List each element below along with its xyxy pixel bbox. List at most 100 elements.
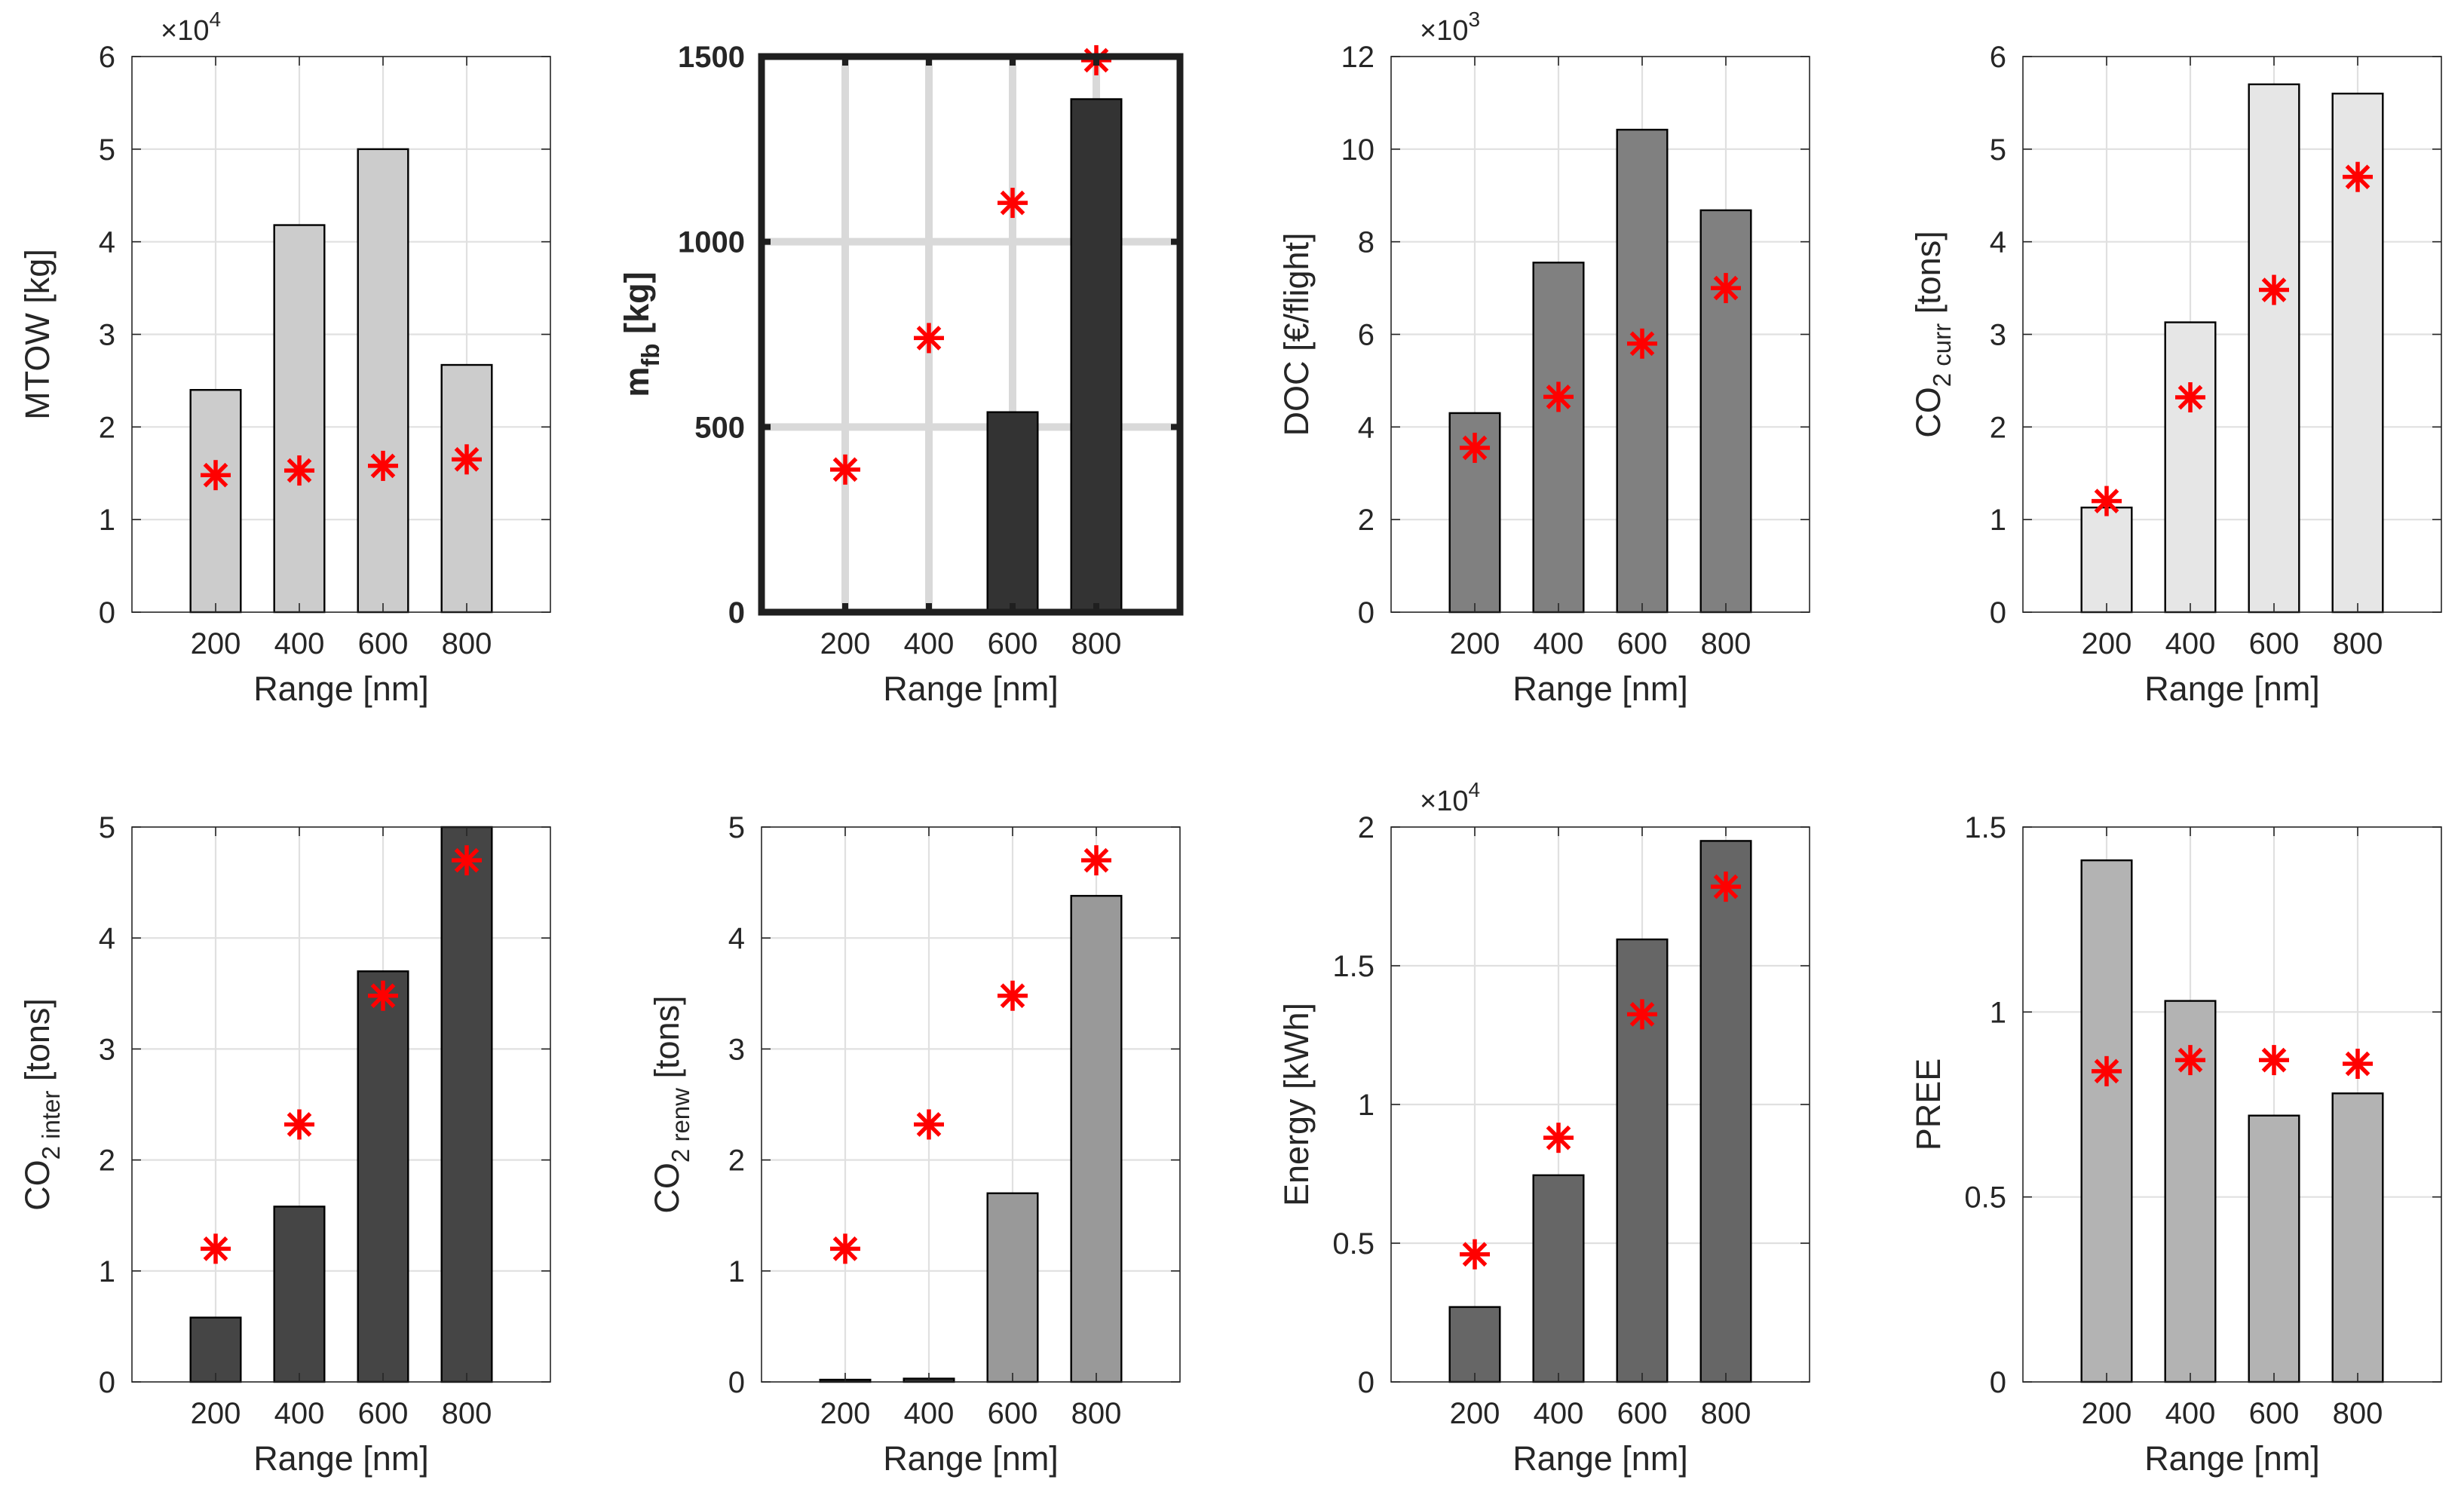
y-tick-label-2: 2 — [99, 1144, 115, 1178]
marker-800 — [1711, 273, 1741, 304]
marker-200 — [1460, 432, 1490, 463]
y-tick-label-0: 0 — [728, 1366, 745, 1399]
y-axis-label-main: CO — [1909, 387, 1948, 438]
chart-co2renw: 200 400 600 800 0 1 2 3 4 5 Range [nm] CO2 renw [to… — [648, 811, 1181, 1478]
x-tick-label-800: 800 — [1701, 1397, 1751, 1430]
x-tick-label-200: 200 — [2082, 627, 2132, 660]
chart-co2curr: 200 400 600 800 0 1 2 3 4 5 6 Range [nm] CO2 curr [t… — [1909, 41, 2442, 708]
marker-200 — [2092, 1055, 2122, 1086]
marker-400 — [914, 323, 944, 354]
marker-stroke — [916, 1112, 942, 1137]
bar-600 — [357, 148, 409, 614]
y-tick-label-3: 3 — [99, 1033, 115, 1066]
x-tick-label-600: 600 — [1617, 1397, 1668, 1430]
x-tick-label-600: 600 — [988, 627, 1038, 660]
marker-stroke — [454, 446, 480, 472]
marker-stroke — [1713, 874, 1739, 899]
y-axis-label: MTOW [kg] — [18, 249, 57, 420]
marker-800 — [2343, 1049, 2373, 1080]
marker-stroke — [2345, 1051, 2371, 1077]
y-axis-label-main: m — [618, 367, 656, 397]
y-tick-label-500: 500 — [694, 411, 745, 444]
y-tick-label-3: 3 — [99, 319, 115, 352]
y-tick-label-5: 5 — [1990, 133, 2006, 167]
exponent-power: 3 — [1468, 8, 1480, 31]
x-tick-label-800: 800 — [1071, 627, 1122, 660]
y-axis-label-main: CO — [648, 1163, 686, 1214]
marker-stroke — [916, 326, 942, 351]
bar-600 — [986, 411, 1039, 614]
x-tick-label-600: 600 — [1617, 627, 1668, 660]
x-tick-label-800: 800 — [1701, 627, 1751, 660]
x-tick-label-600: 600 — [2249, 1397, 2300, 1430]
marker-stroke — [832, 457, 858, 483]
y-tick-label-0: 0 — [1358, 596, 1375, 630]
x-tick-label-600: 600 — [2249, 627, 2300, 660]
marker-400 — [2175, 1045, 2205, 1076]
x-tick-label-200: 200 — [820, 1397, 871, 1430]
exponent-base: ×10 — [1420, 15, 1468, 47]
y-axis-label: CO2 curr [tons] — [1909, 231, 1956, 437]
marker-200 — [830, 1233, 860, 1264]
y-axis-label-main: PREE — [1909, 1058, 1948, 1151]
marker-200 — [201, 1233, 231, 1264]
marker-stroke — [2094, 489, 2119, 513]
marker-stroke — [454, 847, 480, 873]
x-tick-label-400: 400 — [1534, 1397, 1584, 1430]
y-axis-label-suffix: [tons] — [18, 998, 57, 1091]
bar-600 — [2248, 83, 2300, 614]
marker-stroke — [2177, 1047, 2203, 1073]
x-tick-label-200: 200 — [820, 627, 871, 660]
marker-600 — [1627, 328, 1657, 359]
marker-800 — [1711, 872, 1741, 902]
x-tick-label-600: 600 — [358, 1397, 409, 1430]
x-tick-label-200: 200 — [1450, 1397, 1500, 1430]
bar-800 — [1699, 840, 1752, 1383]
y-tick-label-2: 2 — [99, 411, 115, 444]
x-tick-label-400: 400 — [274, 627, 325, 660]
marker-stroke — [2261, 1047, 2287, 1073]
bar-400 — [1532, 1174, 1585, 1383]
y-axis-label-suffix: [tons] — [1909, 231, 1948, 323]
bar-800 — [440, 363, 493, 614]
y-tick-label-4: 4 — [728, 922, 745, 955]
x-tick-label-400: 400 — [1534, 627, 1584, 660]
marker-stroke — [1000, 190, 1025, 216]
x-tick-label-200: 200 — [1450, 627, 1500, 660]
y-tick-label-6: 6 — [1358, 319, 1375, 352]
exponent-power: 4 — [209, 8, 221, 31]
marker-400 — [2175, 382, 2205, 413]
y-tick-label-0: 0 — [1990, 596, 2006, 630]
marker-stroke — [203, 462, 228, 488]
axes-frame — [2022, 826, 2442, 1383]
x-tick-label-800: 800 — [2333, 1397, 2383, 1430]
y-tick-label-5: 5 — [99, 133, 115, 167]
y-tick-label-2: 2 — [728, 1144, 745, 1178]
y-axis-label: DOC [€/flight] — [1277, 232, 1316, 436]
marker-600 — [998, 188, 1028, 219]
x-tick-label-400: 400 — [904, 1397, 955, 1430]
y-axis-label-subscript: 2 curr — [1928, 323, 1956, 387]
y-tick-label-0.5: 0.5 — [1964, 1181, 2006, 1215]
bar-200 — [189, 389, 242, 614]
marker-200 — [830, 454, 860, 485]
axis-exponent: ×103 — [1420, 8, 1480, 47]
marker-400 — [1543, 381, 1574, 412]
x-axis-label: Range [nm] — [1512, 1439, 1688, 1478]
axis-exponent: ×104 — [161, 8, 221, 47]
chart-doc: 200 400 600 800 0 2 4 6 8 10 12 ×103 Range [nm] DOC [… — [1277, 8, 1810, 708]
bar-200 — [2080, 859, 2133, 1383]
bar-200 — [2080, 506, 2133, 614]
x-axis-label: Range [nm] — [883, 669, 1059, 708]
y-tick-label-1500: 1500 — [678, 41, 745, 74]
y-axis-label-main: DOC [€/flight] — [1277, 232, 1316, 436]
y-tick-label-6: 6 — [1990, 41, 2006, 74]
x-tick-label-400: 400 — [274, 1397, 325, 1430]
bar-400 — [1532, 262, 1585, 614]
x-axis-label: Range [nm] — [2144, 669, 2320, 708]
marker-200 — [1460, 1239, 1490, 1270]
y-axis-label-suffix: [tons] — [648, 995, 686, 1088]
marker-400 — [284, 455, 314, 486]
y-tick-label-0: 0 — [1990, 1366, 2006, 1399]
marker-400 — [1543, 1123, 1574, 1153]
